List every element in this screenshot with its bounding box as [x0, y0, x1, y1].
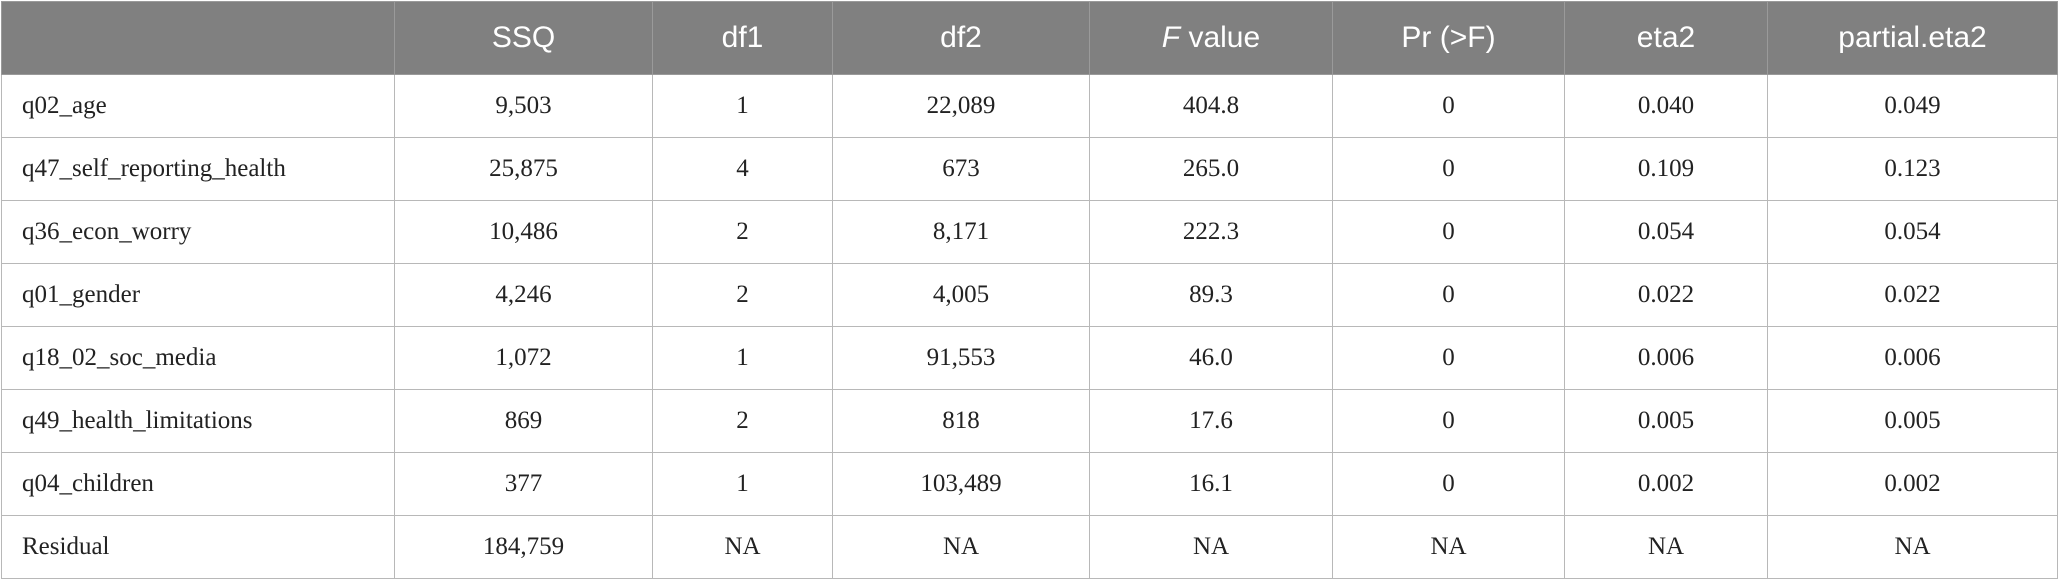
cell: 0.049: [1767, 74, 2058, 138]
row-label: q01_gender: [1, 263, 395, 327]
row-label: q36_econ_worry: [1, 200, 395, 264]
cell: NA: [1089, 515, 1333, 579]
cell: 0.005: [1564, 389, 1768, 453]
cell: 103,489: [832, 452, 1090, 516]
header-cell: eta2: [1564, 1, 1768, 75]
cell: 22,089: [832, 74, 1090, 138]
cell: 0: [1332, 326, 1565, 390]
cell: 16.1: [1089, 452, 1333, 516]
table-row: q36_econ_worry 10,486 2 8,171 222.3 0 0.054 0.0…: [1, 200, 2058, 264]
cell: 0.005: [1767, 389, 2058, 453]
cell: 2: [652, 200, 833, 264]
cell: 0.040: [1564, 74, 1768, 138]
cell: 0.054: [1767, 200, 2058, 264]
header-cell: Pr (>F): [1332, 1, 1565, 75]
cell: 0.054: [1564, 200, 1768, 264]
cell: 0.006: [1564, 326, 1768, 390]
cell: 1,072: [394, 326, 653, 390]
table-row: q04_children 377 1 103,489 16.1 0 0.002 0.002: [1, 452, 2058, 516]
cell: 0: [1332, 389, 1565, 453]
cell: 89.3: [1089, 263, 1333, 327]
cell: 265.0: [1089, 137, 1333, 201]
cell: NA: [832, 515, 1090, 579]
header-cell: df2: [832, 1, 1090, 75]
cell: 404.8: [1089, 74, 1333, 138]
cell: NA: [1332, 515, 1565, 579]
cell: 869: [394, 389, 653, 453]
cell: 222.3: [1089, 200, 1333, 264]
cell: 25,875: [394, 137, 653, 201]
cell: 4,246: [394, 263, 653, 327]
table-row: Residual 184,759 NA NA NA NA NA NA: [1, 515, 2058, 579]
cell: 0: [1332, 137, 1565, 201]
row-label: q18_02_soc_media: [1, 326, 395, 390]
cell: 0.123: [1767, 137, 2058, 201]
row-label: q47_self_reporting_health: [1, 137, 395, 201]
table-row: q01_gender 4,246 2 4,005 89.3 0 0.022 0.022: [1, 263, 2058, 327]
header-row: SSQ df1 df2 F value Pr (>F) eta2 partial.eta2: [1, 1, 2058, 75]
table-row: q47_self_reporting_health 25,875 4 673 265.0…: [1, 137, 2058, 201]
cell: 17.6: [1089, 389, 1333, 453]
cell: 0.006: [1767, 326, 2058, 390]
cell: NA: [1564, 515, 1768, 579]
cell: 91,553: [832, 326, 1090, 390]
header-cell: df1: [652, 1, 833, 75]
cell: 0: [1332, 263, 1565, 327]
cell: 0: [1332, 452, 1565, 516]
cell: 9,503: [394, 74, 653, 138]
cell: 10,486: [394, 200, 653, 264]
table-body: q02_age 9,503 1 22,089 404.8 0 0.040 0.049 q47_s…: [1, 74, 2058, 579]
cell: NA: [652, 515, 833, 579]
cell: 0.002: [1564, 452, 1768, 516]
table-row: q49_health_limitations 869 2 818 17.6 0 0.005 0…: [1, 389, 2058, 453]
cell: 818: [832, 389, 1090, 453]
header-cell: SSQ: [394, 1, 653, 75]
table-row: q18_02_soc_media 1,072 1 91,553 46.0 0 0.006 0.…: [1, 326, 2058, 390]
cell: 46.0: [1089, 326, 1333, 390]
cell: 184,759: [394, 515, 653, 579]
cell: 2: [652, 263, 833, 327]
header-cell: partial.eta2: [1767, 1, 2058, 75]
table-row: q02_age 9,503 1 22,089 404.8 0 0.040 0.049: [1, 74, 2058, 138]
cell: 1: [652, 452, 833, 516]
cell: 4,005: [832, 263, 1090, 327]
cell: 0: [1332, 74, 1565, 138]
cell: 4: [652, 137, 833, 201]
cell: 0: [1332, 200, 1565, 264]
row-label: Residual: [1, 515, 395, 579]
row-label: q49_health_limitations: [1, 389, 395, 453]
cell: 673: [832, 137, 1090, 201]
cell: 0.002: [1767, 452, 2058, 516]
cell: NA: [1767, 515, 2058, 579]
header-cell: F value: [1089, 1, 1333, 75]
cell: 2: [652, 389, 833, 453]
cell: 1: [652, 74, 833, 138]
row-label: q04_children: [1, 452, 395, 516]
cell: 0.022: [1564, 263, 1768, 327]
cell: 8,171: [832, 200, 1090, 264]
header-cell: [1, 1, 395, 75]
cell: 1: [652, 326, 833, 390]
cell: 377: [394, 452, 653, 516]
cell: 0.109: [1564, 137, 1768, 201]
row-label: q02_age: [1, 74, 395, 138]
cell: 0.022: [1767, 263, 2058, 327]
